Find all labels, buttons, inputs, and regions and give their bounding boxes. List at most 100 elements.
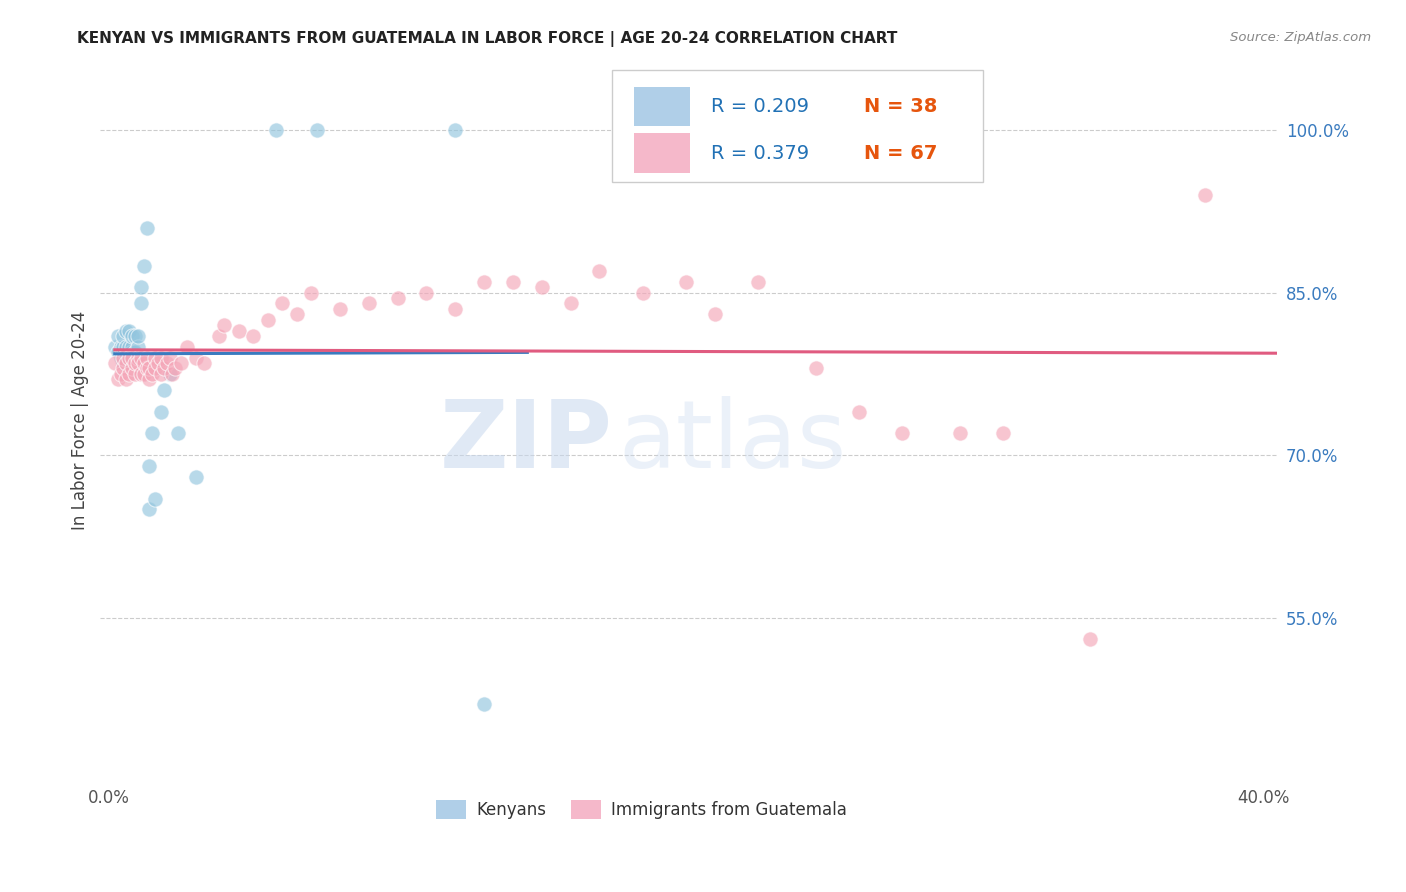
Point [1078, 632, 1101, 647]
Point [138, 372, 160, 386]
Point [115, 340, 138, 354]
Point [132, 367, 155, 381]
Point [387, 291, 409, 305]
Text: atlas: atlas [619, 395, 846, 488]
Point [118, 324, 141, 338]
Point [138, 458, 160, 473]
Point [703, 307, 725, 321]
Point [949, 426, 972, 441]
Point [141, 426, 163, 441]
Point [156, 356, 179, 370]
Point [993, 426, 1015, 441]
Point [176, 340, 198, 354]
Point [804, 361, 827, 376]
Point [121, 340, 143, 354]
Point [143, 361, 166, 376]
Point [127, 329, 149, 343]
Point [415, 285, 437, 300]
Point [127, 356, 149, 370]
Point [271, 296, 294, 310]
Point [149, 351, 172, 365]
Point [135, 361, 157, 376]
Point [129, 367, 152, 381]
Y-axis label: In Labor Force | Age 20-24: In Labor Force | Age 20-24 [72, 310, 89, 530]
Point [121, 329, 143, 343]
Point [115, 351, 138, 365]
Point [184, 351, 207, 365]
Point [115, 324, 138, 338]
Point [299, 285, 322, 300]
Point [444, 123, 467, 137]
Point [560, 296, 582, 310]
Point [112, 361, 135, 376]
Point [153, 361, 176, 376]
Point [530, 280, 553, 294]
Point [1194, 188, 1216, 202]
Point [848, 405, 870, 419]
Point [208, 329, 231, 343]
Point [135, 220, 157, 235]
Point [110, 340, 132, 354]
Point [159, 367, 181, 381]
Point [357, 296, 380, 310]
Point [110, 367, 132, 381]
Point [129, 351, 152, 365]
Point [149, 405, 172, 419]
Point [184, 470, 207, 484]
Point [132, 356, 155, 370]
Point [891, 426, 914, 441]
Point [110, 351, 132, 365]
Point [256, 312, 278, 326]
Point [127, 340, 149, 354]
Bar [634, 87, 690, 127]
Text: KENYAN VS IMMIGRANTS FROM GUATEMALA IN LABOR FORCE | AGE 20-24 CORRELATION CHART: KENYAN VS IMMIGRANTS FROM GUATEMALA IN L… [77, 31, 897, 47]
Point [193, 356, 215, 370]
Point [141, 367, 163, 381]
Point [124, 329, 146, 343]
Point [129, 280, 152, 294]
FancyBboxPatch shape [613, 70, 983, 182]
Point [104, 356, 127, 370]
Point [170, 356, 193, 370]
Point [588, 264, 610, 278]
Point [107, 345, 129, 359]
Point [118, 351, 141, 365]
Point [305, 123, 328, 137]
Point [121, 361, 143, 376]
Point [153, 383, 176, 397]
Point [112, 356, 135, 370]
Point [115, 372, 138, 386]
Bar [634, 134, 690, 173]
Point [121, 345, 143, 359]
Text: ZIP: ZIP [440, 395, 613, 488]
Point [285, 307, 308, 321]
Point [132, 259, 155, 273]
Point [127, 351, 149, 365]
Point [118, 340, 141, 354]
Point [107, 329, 129, 343]
Point [747, 275, 769, 289]
Point [631, 285, 654, 300]
Point [146, 356, 169, 370]
Text: N = 38: N = 38 [865, 97, 938, 116]
Point [138, 361, 160, 376]
Point [124, 345, 146, 359]
Point [472, 698, 495, 712]
Legend: Kenyans, Immigrants from Guatemala: Kenyans, Immigrants from Guatemala [430, 794, 853, 826]
Text: R = 0.209: R = 0.209 [711, 97, 810, 116]
Point [129, 296, 152, 310]
Point [118, 356, 141, 370]
Point [228, 324, 250, 338]
Point [165, 361, 187, 376]
Text: N = 67: N = 67 [865, 144, 938, 163]
Text: Source: ZipAtlas.com: Source: ZipAtlas.com [1230, 31, 1371, 45]
Point [143, 491, 166, 506]
Point [242, 329, 264, 343]
Point [107, 372, 129, 386]
Point [121, 351, 143, 365]
Point [124, 367, 146, 381]
Point [112, 340, 135, 354]
Point [167, 426, 190, 441]
Point [124, 356, 146, 370]
Point [115, 356, 138, 370]
